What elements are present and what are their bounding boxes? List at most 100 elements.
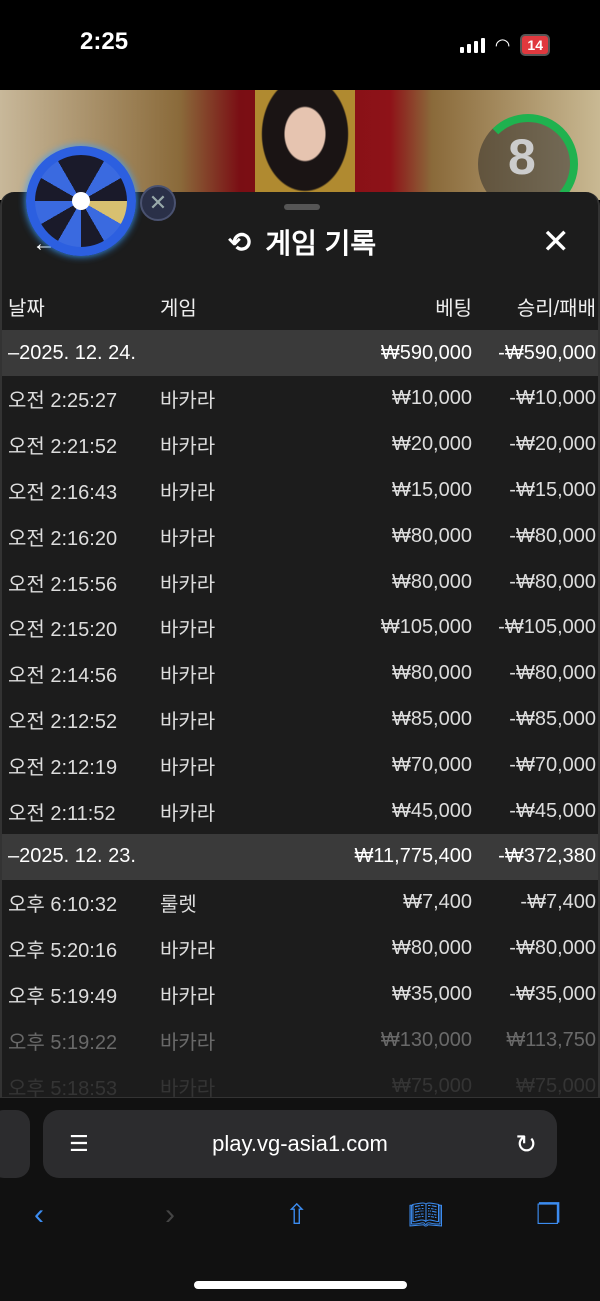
row-bet: ₩75,000 [391,1074,472,1097]
table-row[interactable]: 오전 2:25:27 바카라 ₩10,000 -₩10,000 [2,376,598,422]
row-bet: ₩80,000 [391,570,472,593]
home-indicator [194,1281,407,1289]
reader-icon[interactable]: ☰ [69,1131,89,1156]
table-row[interactable]: 오후 5:19:22 바카라 ₩130,000 ₩113,750 [2,1017,598,1063]
row-result: -₩45,000 [509,799,596,822]
row-result: ₩113,750 [506,1028,596,1051]
row-time: 오전 2:12:19 [8,756,118,779]
row-game: 바카라 [160,436,216,459]
bookmarks-icon[interactable]: 📖︎ [408,1199,444,1230]
table-row[interactable]: 오전 2:16:20 바카라 ₩80,000 -₩80,000 [2,513,598,559]
row-result: ₩75,000 [515,1074,596,1097]
previous-tab[interactable] [0,1110,30,1178]
row-game: 바카라 [160,481,216,504]
row-time: 오전 2:14:56 [8,665,118,688]
row-game: 룰렛 [160,894,197,917]
row-result: -₩80,000 [509,524,596,547]
row-bet: ₩15,000 [391,478,472,501]
history-list[interactable]: –2025. 12. 24. ₩590,000 -₩590,000 오전 2:25:2… [2,330,598,1097]
row-time: 오전 2:16:20 [8,527,118,550]
row-bet: ₩85,000 [391,707,472,730]
share-icon[interactable]: ⇧ [285,1199,309,1230]
sheet-title: ⟲ 게임 기록 [2,222,598,262]
row-game: 바카라 [160,390,216,413]
group-date: –2025. 12. 24. [8,341,136,364]
row-time: 오전 2:12:52 [8,710,118,733]
row-time: 오전 2:11:52 [8,802,116,825]
col-date: 날짜 [8,297,45,320]
row-bet: ₩80,000 [391,524,472,547]
table-row[interactable]: 오후 5:19:49 바카라 ₩35,000 -₩35,000 [2,972,598,1018]
row-result: -₩20,000 [509,433,596,456]
date-group-row[interactable]: –2025. 12. 24. ₩590,000 -₩590,000 [2,330,598,376]
clock: 2:25 [80,28,129,55]
row-game: 바카라 [160,619,216,642]
title-text: 게임 기록 [265,228,377,259]
row-time: 오후 5:19:22 [8,1031,118,1054]
row-bet: ₩80,000 [391,662,472,685]
row-time: 오후 5:19:49 [8,985,118,1008]
column-headers: 날짜 게임 베팅 승리/패배 [2,292,598,320]
row-bet: ₩35,000 [391,982,472,1005]
table-row[interactable]: 오전 2:12:19 바카라 ₩70,000 -₩70,000 [2,742,598,788]
col-game: 게임 [160,297,197,320]
row-game: 바카라 [160,756,216,779]
table-row[interactable]: 오전 2:15:56 바카라 ₩80,000 -₩80,000 [2,559,598,605]
row-result: -₩105,000 [498,616,596,639]
tabs-icon[interactable]: ❐ [536,1199,562,1230]
row-bet: ₩70,000 [391,753,472,776]
row-result: -₩35,000 [509,982,596,1005]
row-result: -₩7,400 [520,891,596,914]
wheel-close-icon[interactable]: ✕ [140,185,176,221]
row-bet: ₩105,000 [380,616,472,639]
table-row[interactable]: 오전 2:11:52 바카라 ₩45,000 -₩45,000 [2,788,598,834]
date-group-row[interactable]: –2025. 12. 23. ₩11,775,400 -₩372,380 [2,833,598,880]
url-text: play.vg-asia1.com [212,1131,388,1156]
reload-icon[interactable]: ↻ [515,1128,537,1159]
group-bet: ₩590,000 [380,341,472,364]
row-time: 오후 6:10:32 [8,894,118,917]
col-result: 승리/패배 [516,297,596,320]
table-row[interactable]: 오전 2:12:52 바카라 ₩85,000 -₩85,000 [2,697,598,743]
row-game: 바카라 [160,710,216,733]
status-bar: 2:25 ◠ 14 [0,0,600,90]
wheel-game-icon[interactable] [26,146,136,256]
table-row[interactable]: 오전 2:21:52 바카라 ₩20,000 -₩20,000 [2,422,598,468]
close-icon[interactable]: ✕ [541,223,571,261]
dealer-image [255,90,355,200]
table-row[interactable]: 오후 5:20:16 바카라 ₩80,000 -₩80,000 [2,926,598,972]
battery-icon: 14 [520,34,550,56]
row-result: -₩80,000 [509,937,596,960]
row-game: 바카라 [160,985,216,1008]
group-result: -₩372,380 [498,845,596,868]
table-row[interactable]: 오후 6:10:32 룰렛 ₩7,400 -₩7,400 [2,880,598,926]
row-time: 오전 2:15:20 [8,619,118,642]
row-time: 오전 2:15:56 [8,573,118,596]
col-bet: 베팅 [435,297,472,320]
table-row[interactable]: 오전 2:16:43 바카라 ₩15,000 -₩15,000 [2,468,598,514]
row-game: 바카라 [160,1077,216,1097]
wifi-icon: ◠ [494,34,511,55]
group-result: -₩590,000 [498,341,596,364]
address-bar[interactable]: ☰ play.vg-asia1.com ↻ [43,1110,557,1178]
drag-handle[interactable] [284,204,320,210]
browser-toolbar: ☰ play.vg-asia1.com ↻ ‹ › ⇧ 📖︎ ❐ [0,1097,600,1301]
row-bet: ₩10,000 [391,387,472,410]
row-game: 바카라 [160,665,216,688]
row-result: -₩10,000 [509,387,596,410]
table-row[interactable]: 오후 5:18:53 바카라 ₩75,000 ₩75,000 [2,1063,598,1097]
row-bet: ₩130,000 [380,1028,472,1051]
row-time: 오후 5:20:16 [8,940,118,963]
table-row[interactable]: 오전 2:14:56 바카라 ₩80,000 -₩80,000 [2,651,598,697]
back-icon[interactable]: ‹ [34,1198,44,1231]
row-game: 바카라 [160,527,216,550]
row-result: -₩70,000 [509,753,596,776]
row-time: 오전 2:25:27 [8,390,118,413]
game-history-sheet: ← ⟲ 게임 기록 ✕ 날짜 게임 베팅 승리/패배 –2025. 12. 24… [0,192,600,1097]
row-time: 오전 2:16:43 [8,481,118,504]
row-result: -₩80,000 [509,662,596,685]
table-row[interactable]: 오전 2:15:20 바카라 ₩105,000 -₩105,000 [2,605,598,651]
row-bet: ₩20,000 [391,433,472,456]
signal-icon [459,37,485,53]
forward-icon[interactable]: › [165,1198,175,1231]
